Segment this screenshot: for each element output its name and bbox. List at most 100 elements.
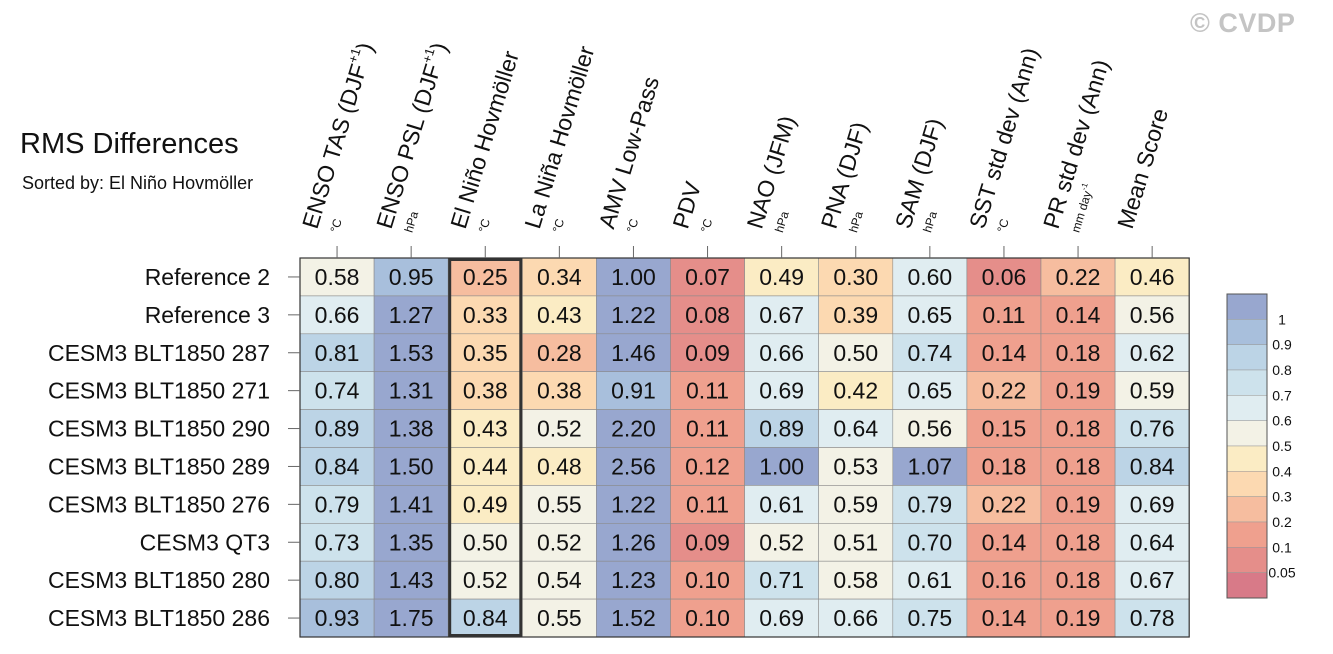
heatmap-cell-r2-c5: [670, 333, 745, 372]
heatmap-cell-r6-c11: [1114, 485, 1190, 524]
heatmap-cell-r7-c7: [818, 522, 894, 562]
colorbar-border: [1226, 293, 1268, 599]
colorbar-bin: [1226, 319, 1268, 345]
colorbar-bin: [1226, 521, 1268, 548]
column-label: Mean Score: [1112, 105, 1173, 231]
heatmap-cell-r1-c5: [670, 295, 745, 335]
cell-value-label: 0.61: [759, 491, 804, 517]
heatmap-cell-r5-c6: [744, 447, 819, 486]
cell-value-label: 1.52: [611, 605, 656, 631]
column-unit: hPa: [920, 209, 940, 234]
cell-value-label: 0.65: [907, 302, 952, 328]
heatmap-cell-r2-c0: [299, 333, 375, 372]
heatmap-cell-r8-c5: [670, 560, 745, 600]
cell-value-label: 1.50: [389, 453, 434, 479]
cell-value-label: 0.56: [1130, 302, 1175, 328]
cell-value-label: 0.10: [685, 567, 730, 593]
heatmap-cell-r0-c1: [373, 257, 449, 297]
cell-value-label: 0.66: [315, 302, 360, 328]
heatmap-cell-r3-c5: [670, 371, 745, 410]
cell-value-label: 0.55: [537, 491, 582, 517]
cell-value-label: 0.46: [1130, 264, 1175, 290]
cell-value-label: 0.66: [759, 340, 804, 366]
cell-value-label: 0.18: [982, 453, 1027, 479]
column-unit: °C: [994, 217, 1011, 234]
heatmap-cell-r3-c6: [744, 371, 819, 410]
cell-value-label: 0.10: [685, 605, 730, 631]
column-label: La Niña Hovmöller: [519, 43, 599, 232]
cell-value-label: 0.93: [315, 605, 360, 631]
row-label: Reference 2: [145, 264, 270, 290]
heatmap-cell-r1-c11: [1114, 295, 1190, 335]
chart-title: RMS Differences: [20, 128, 239, 160]
cell-value-label: 1.00: [759, 453, 804, 479]
column-header: PNA (DJF)hPa: [816, 119, 873, 234]
cell-value-label: 0.75: [907, 605, 952, 631]
heatmap-cell-r9-c3: [521, 598, 597, 638]
column-unit: hPa: [846, 209, 866, 234]
cell-value-label: 1.27: [389, 302, 434, 328]
heatmap-cell-r5-c10: [1040, 447, 1116, 486]
cell-value-label: 0.16: [982, 567, 1027, 593]
cell-value-label: 2.56: [611, 453, 656, 479]
cell-value-label: 0.74: [315, 378, 360, 404]
colorbar-tick-label: 1: [1278, 311, 1286, 327]
heatmap-cell-r5-c8: [892, 447, 968, 486]
cell-value-label: 0.65: [907, 378, 952, 404]
cell-value-label: 0.51: [833, 529, 878, 555]
column-label: AMV Low-Pass: [593, 74, 664, 232]
heatmap-cell-r0-c10: [1040, 257, 1116, 297]
heatmap-cell-r6-c8: [892, 485, 968, 524]
cell-value-label: 0.58: [315, 264, 360, 290]
cell-value-label: 0.19: [1056, 491, 1101, 517]
heatmap-cell-r7-c4: [596, 522, 671, 562]
colorbar-bin: [1226, 395, 1268, 421]
cell-value-label: 0.62: [1130, 340, 1175, 366]
heatmap-cell-r8-c9: [966, 560, 1042, 600]
heatmap-cell-r3-c0: [299, 371, 375, 410]
cell-value-label: 0.84: [1130, 453, 1175, 479]
cell-value-label: 0.56: [907, 416, 952, 442]
colorbar-tick-label: 0.1: [1272, 539, 1292, 555]
colorbar-bin: [1226, 293, 1268, 320]
heatmap-cell-r6-c0: [299, 485, 375, 524]
column-header: SAM (DJF)hPa: [890, 115, 948, 234]
heatmap-cell-r6-c5: [670, 485, 745, 524]
colorbar-bin: [1226, 344, 1268, 371]
heatmap-cell-r7-c5: [670, 522, 745, 562]
cell-value-label: 0.74: [907, 340, 952, 366]
cell-value-label: 0.91: [611, 378, 656, 404]
cell-value-label: 0.81: [315, 340, 360, 366]
cell-value-label: 0.08: [685, 302, 730, 328]
watermark-text: © CVDP: [1190, 8, 1296, 38]
cell-value-label: 0.35: [463, 340, 508, 366]
heatmap-cell-r3-c10: [1040, 371, 1116, 410]
cell-value-label: 1.00: [611, 264, 656, 290]
cell-value-label: 1.23: [611, 567, 656, 593]
cell-value-label: 0.25: [463, 264, 508, 290]
colorbar-tick-label: 0.9: [1272, 337, 1292, 353]
cell-value-label: 0.22: [982, 491, 1027, 517]
cell-value-label: 0.19: [1056, 605, 1101, 631]
cell-value-label: 0.50: [463, 529, 508, 555]
cell-value-label: 0.11: [686, 416, 729, 442]
cell-value-label: 0.71: [759, 567, 804, 593]
row-label: CESM3 BLT1850 289: [48, 453, 270, 479]
cell-value-label: 0.58: [833, 567, 878, 593]
cell-value-label: 0.69: [759, 378, 804, 404]
heatmap-cell-r6-c7: [818, 485, 894, 524]
heatmap-cell-r0-c11: [1114, 257, 1190, 297]
cell-value-label: 0.69: [1130, 491, 1175, 517]
cell-value-label: 0.66: [833, 605, 878, 631]
cell-value-label: 0.12: [685, 453, 730, 479]
cell-value-label: 0.18: [1056, 567, 1101, 593]
cell-value-label: 0.11: [686, 378, 729, 404]
heatmap-cell-r5-c0: [299, 447, 375, 486]
column-header: PDV°C: [667, 178, 715, 234]
heatmap-cell-r9-c7: [818, 598, 894, 638]
colorbar-bin: [1226, 572, 1268, 599]
heatmap-cell-r8-c10: [1040, 560, 1116, 600]
cell-value-label: 0.52: [759, 529, 804, 555]
heatmap-cell-r3-c4: [596, 371, 671, 410]
